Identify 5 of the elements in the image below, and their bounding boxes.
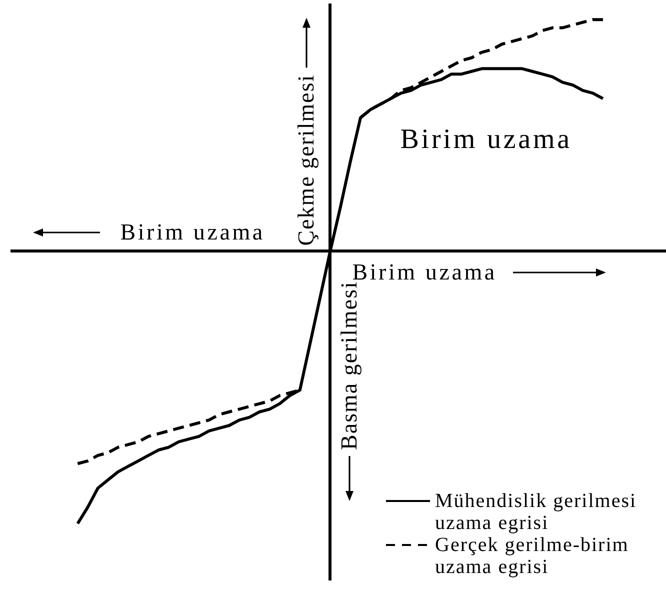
- annotation: Birim uzama: [120, 220, 265, 245]
- annotation: Birim uzama: [400, 124, 572, 156]
- legend-label: Gerçek gerilme-birim uzama egrisi: [435, 534, 630, 578]
- legend-label: Mühendislik gerilmesi uzama egrisi: [435, 490, 638, 534]
- y-axis-title: Çekme gerilmesi: [294, 74, 319, 246]
